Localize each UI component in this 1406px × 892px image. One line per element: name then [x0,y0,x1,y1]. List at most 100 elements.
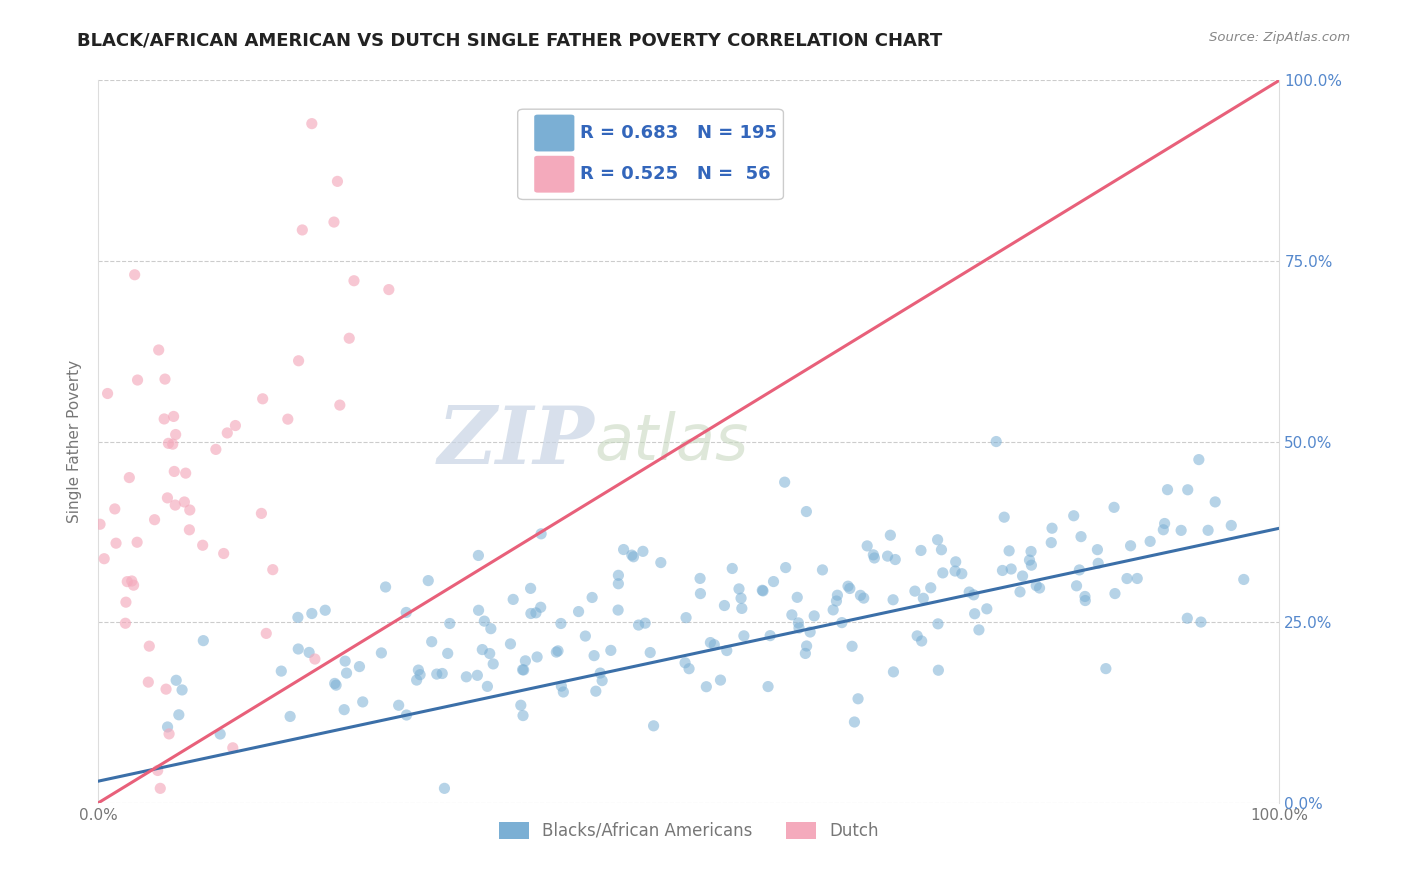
Point [943,564,966,578]
Point [471,642,494,657]
Point [512,708,534,723]
Text: atlas: atlas [595,410,749,473]
Point [634,616,657,631]
Point [291,223,314,237]
Point [998,544,1021,558]
Point [721,561,744,575]
Point [912,591,935,606]
Point [222,740,245,755]
Point [343,274,366,288]
Point [689,571,711,585]
Point [796,504,818,518]
Point [121,574,143,588]
Point [599,643,621,657]
Point [191,538,214,552]
Point [1153,516,1175,531]
Point [1018,553,1040,567]
Point [927,663,949,677]
Point [780,607,803,622]
Point [512,663,534,677]
Point [212,547,235,561]
Point [703,638,725,652]
Point [1104,586,1126,600]
Point [756,680,779,694]
Point [509,698,531,713]
Point [1008,585,1031,599]
Point [976,602,998,616]
Point [499,637,522,651]
Point [841,640,863,654]
Point [1189,615,1212,629]
Point [143,513,166,527]
Point [882,592,904,607]
Point [1188,452,1211,467]
Point [927,616,949,631]
Point [876,549,898,563]
Point [252,392,274,406]
Point [699,635,721,649]
Point [762,574,785,589]
Point [796,639,818,653]
Text: ZIP: ZIP [437,403,595,480]
Point [862,548,884,562]
Point [631,544,654,558]
Point [759,629,782,643]
Point [146,764,169,778]
Point [920,581,942,595]
Point [138,639,160,653]
Point [1087,542,1109,557]
Point [420,634,443,648]
Point [993,510,1015,524]
Point [314,603,336,617]
Point [349,659,371,673]
Point [991,564,1014,578]
Point [262,563,284,577]
Point [1087,557,1109,571]
Point [478,647,501,661]
Point [823,603,845,617]
Point [378,283,401,297]
Point [157,436,180,450]
Point [786,591,808,605]
Point [825,594,848,608]
Point [254,626,277,640]
Point [323,215,346,229]
Point [1011,569,1033,583]
Point [945,555,967,569]
Point [803,608,825,623]
Point [675,610,697,624]
Point [157,727,180,741]
Point [298,645,321,659]
Point [967,623,990,637]
Point [405,673,427,687]
Point [270,664,292,678]
Point [156,720,179,734]
Point [689,586,711,600]
Text: Source: ZipAtlas.com: Source: ZipAtlas.com [1209,31,1350,45]
Point [1156,483,1178,497]
Point [1197,524,1219,538]
Point [165,498,187,512]
Point [301,607,323,621]
Point [879,528,901,542]
Point [148,343,170,357]
Point [1021,558,1043,573]
Point [638,646,661,660]
Point [911,634,934,648]
Point [337,331,360,345]
Point [530,600,553,615]
Point [1069,563,1091,577]
Legend: Blacks/African Americans, Dutch: Blacks/African Americans, Dutch [492,815,886,847]
Point [426,667,449,681]
Point [713,599,735,613]
Point [931,542,953,557]
Point [963,588,986,602]
Text: BLACK/AFRICAN AMERICAN VS DUTCH SINGLE FATHER POVERTY CORRELATION CHART: BLACK/AFRICAN AMERICAN VS DUTCH SINGLE F… [77,31,942,49]
Point [831,615,853,630]
Point [585,684,607,698]
Point [583,648,606,663]
Point [278,709,301,723]
Point [409,667,432,681]
Point [482,657,505,671]
Point [799,625,821,640]
